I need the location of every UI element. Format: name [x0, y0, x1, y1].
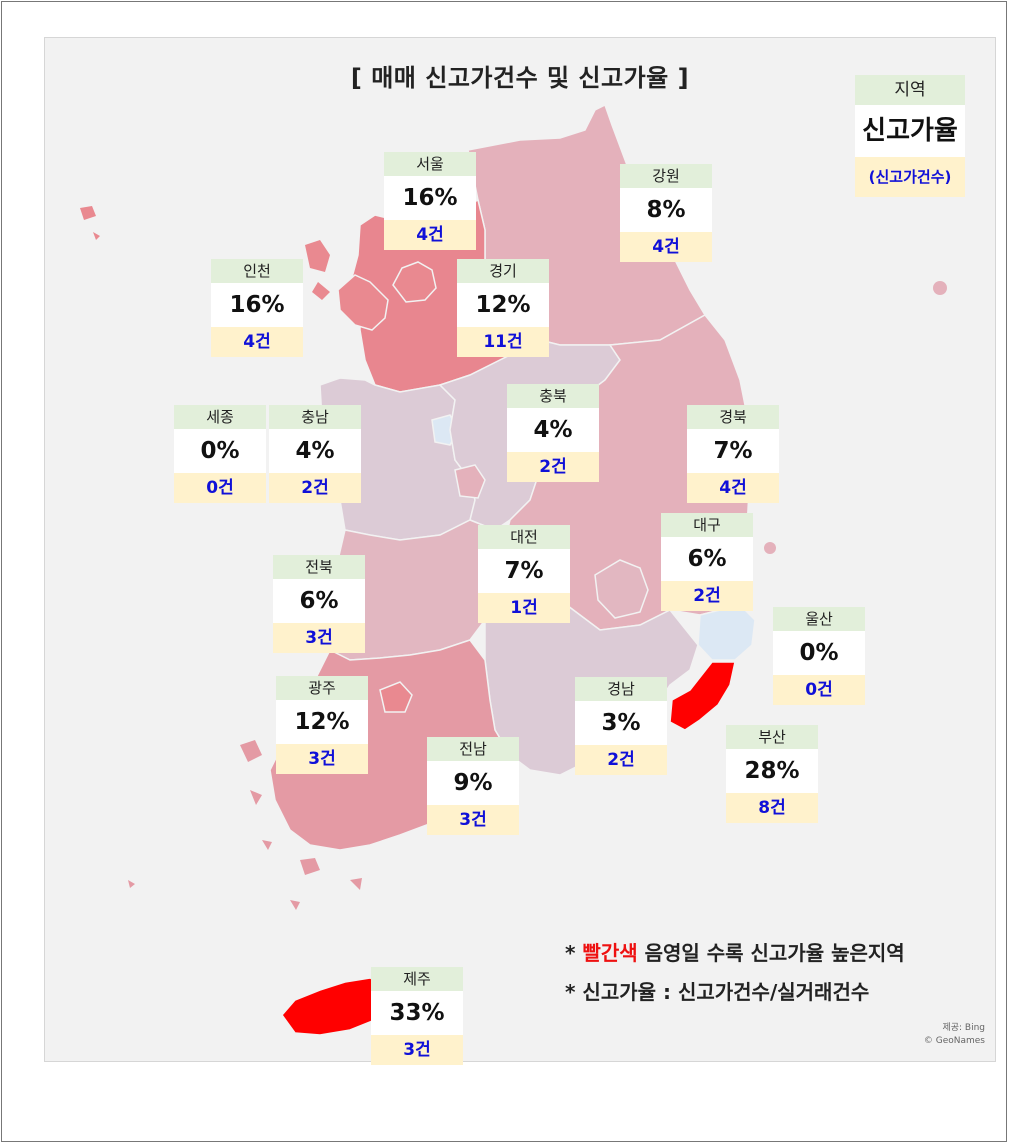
credit-line-1: 제공: Bing [942, 1023, 985, 1033]
legend-region-label: 지역 [855, 75, 965, 105]
region-name: 제주 [371, 967, 463, 991]
region-name: 울산 [773, 607, 865, 631]
card-ulsan: 울산 0% 0건 [773, 607, 865, 705]
region-name: 세종 [174, 405, 266, 429]
note-prefix: * [565, 941, 583, 965]
legend-count-label: (신고가건수) [855, 157, 965, 197]
region-name: 전남 [427, 737, 519, 761]
region-count: 2건 [507, 452, 599, 482]
region-count: 0건 [773, 675, 865, 705]
note-red-word: 빨간색 [582, 941, 638, 965]
region-seoul[interactable] [392, 261, 437, 303]
note-formula: * 신고가율 : 신고가건수/실거래건수 [565, 980, 870, 1004]
region-daegu[interactable] [594, 559, 649, 619]
region-name: 강원 [620, 164, 712, 188]
region-count: 4건 [384, 220, 476, 250]
legend-rate-label: 신고가율 [855, 105, 965, 157]
card-sejong: 세종 0% 0건 [174, 405, 266, 503]
region-rate: 7% [687, 429, 779, 473]
region-name: 인천 [211, 259, 303, 283]
region-daejeon[interactable] [454, 464, 486, 499]
region-rate: 12% [276, 700, 368, 744]
region-rate: 0% [773, 631, 865, 675]
region-gwangju[interactable] [379, 681, 413, 713]
region-incheon[interactable] [337, 274, 389, 331]
card-busan: 부산 28% 8건 [726, 725, 818, 823]
region-count: 1건 [478, 593, 570, 623]
card-jeonnam: 전남 9% 3건 [427, 737, 519, 835]
region-name: 경기 [457, 259, 549, 283]
region-name: 충남 [269, 405, 361, 429]
card-gyeongbuk: 경북 7% 4건 [687, 405, 779, 503]
region-busan[interactable] [669, 661, 736, 731]
map-title: [ 매매 신고가건수 및 신고가율 ] [350, 64, 690, 92]
region-name: 대전 [478, 525, 570, 549]
region-rate: 16% [384, 176, 476, 220]
card-incheon: 인천 16% 4건 [211, 259, 303, 357]
region-name: 대구 [661, 513, 753, 537]
card-chungbuk: 충북 4% 2건 [507, 384, 599, 482]
region-rate: 3% [575, 701, 667, 745]
region-count: 2건 [575, 745, 667, 775]
card-gangwon: 강원 8% 4건 [620, 164, 712, 262]
card-gyeongnam: 경남 3% 2건 [575, 677, 667, 775]
region-name: 광주 [276, 676, 368, 700]
card-gyeonggi: 경기 12% 11건 [457, 259, 549, 357]
region-count: 4건 [211, 327, 303, 357]
note-rest: 음영일 수록 신고가율 높은지역 [637, 941, 905, 965]
region-count: 4건 [687, 473, 779, 503]
legend-box: 지역 신고가율 (신고가건수) [855, 75, 965, 197]
region-count: 3건 [273, 623, 365, 653]
region-name: 충북 [507, 384, 599, 408]
card-jeonbuk: 전북 6% 3건 [273, 555, 365, 653]
region-rate: 28% [726, 749, 818, 793]
region-rate: 4% [507, 408, 599, 452]
card-daejeon: 대전 7% 1건 [478, 525, 570, 623]
region-rate: 9% [427, 761, 519, 805]
region-name: 부산 [726, 725, 818, 749]
region-ulsan[interactable] [697, 604, 756, 661]
region-count: 4건 [620, 232, 712, 262]
region-count: 2건 [661, 581, 753, 611]
region-rate: 7% [478, 549, 570, 593]
region-name: 서울 [384, 152, 476, 176]
card-daegu: 대구 6% 2건 [661, 513, 753, 611]
region-count: 8건 [726, 793, 818, 823]
note-color-meaning: * 빨간색 음영일 수록 신고가율 높은지역 [565, 937, 905, 966]
region-count: 11건 [457, 327, 549, 357]
region-rate: 6% [273, 579, 365, 623]
region-rate: 8% [620, 188, 712, 232]
region-count: 3건 [427, 805, 519, 835]
region-count: 3건 [371, 1035, 463, 1065]
region-rate: 6% [661, 537, 753, 581]
region-name: 경북 [687, 405, 779, 429]
card-gwangju: 광주 12% 3건 [276, 676, 368, 774]
region-rate: 0% [174, 429, 266, 473]
region-rate: 33% [371, 991, 463, 1035]
region-rate: 12% [457, 283, 549, 327]
region-count: 0건 [174, 473, 266, 503]
region-name: 전북 [273, 555, 365, 579]
card-chungnam: 충남 4% 2건 [269, 405, 361, 503]
region-name: 경남 [575, 677, 667, 701]
credit-line-2: © GeoNames [923, 1036, 985, 1046]
card-seoul: 서울 16% 4건 [384, 152, 476, 250]
card-jeju: 제주 33% 3건 [371, 967, 463, 1065]
map-credit: 제공: Bing © GeoNames [905, 1022, 985, 1048]
region-rate: 4% [269, 429, 361, 473]
region-rate: 16% [211, 283, 303, 327]
region-count: 3건 [276, 744, 368, 774]
region-count: 2건 [269, 473, 361, 503]
